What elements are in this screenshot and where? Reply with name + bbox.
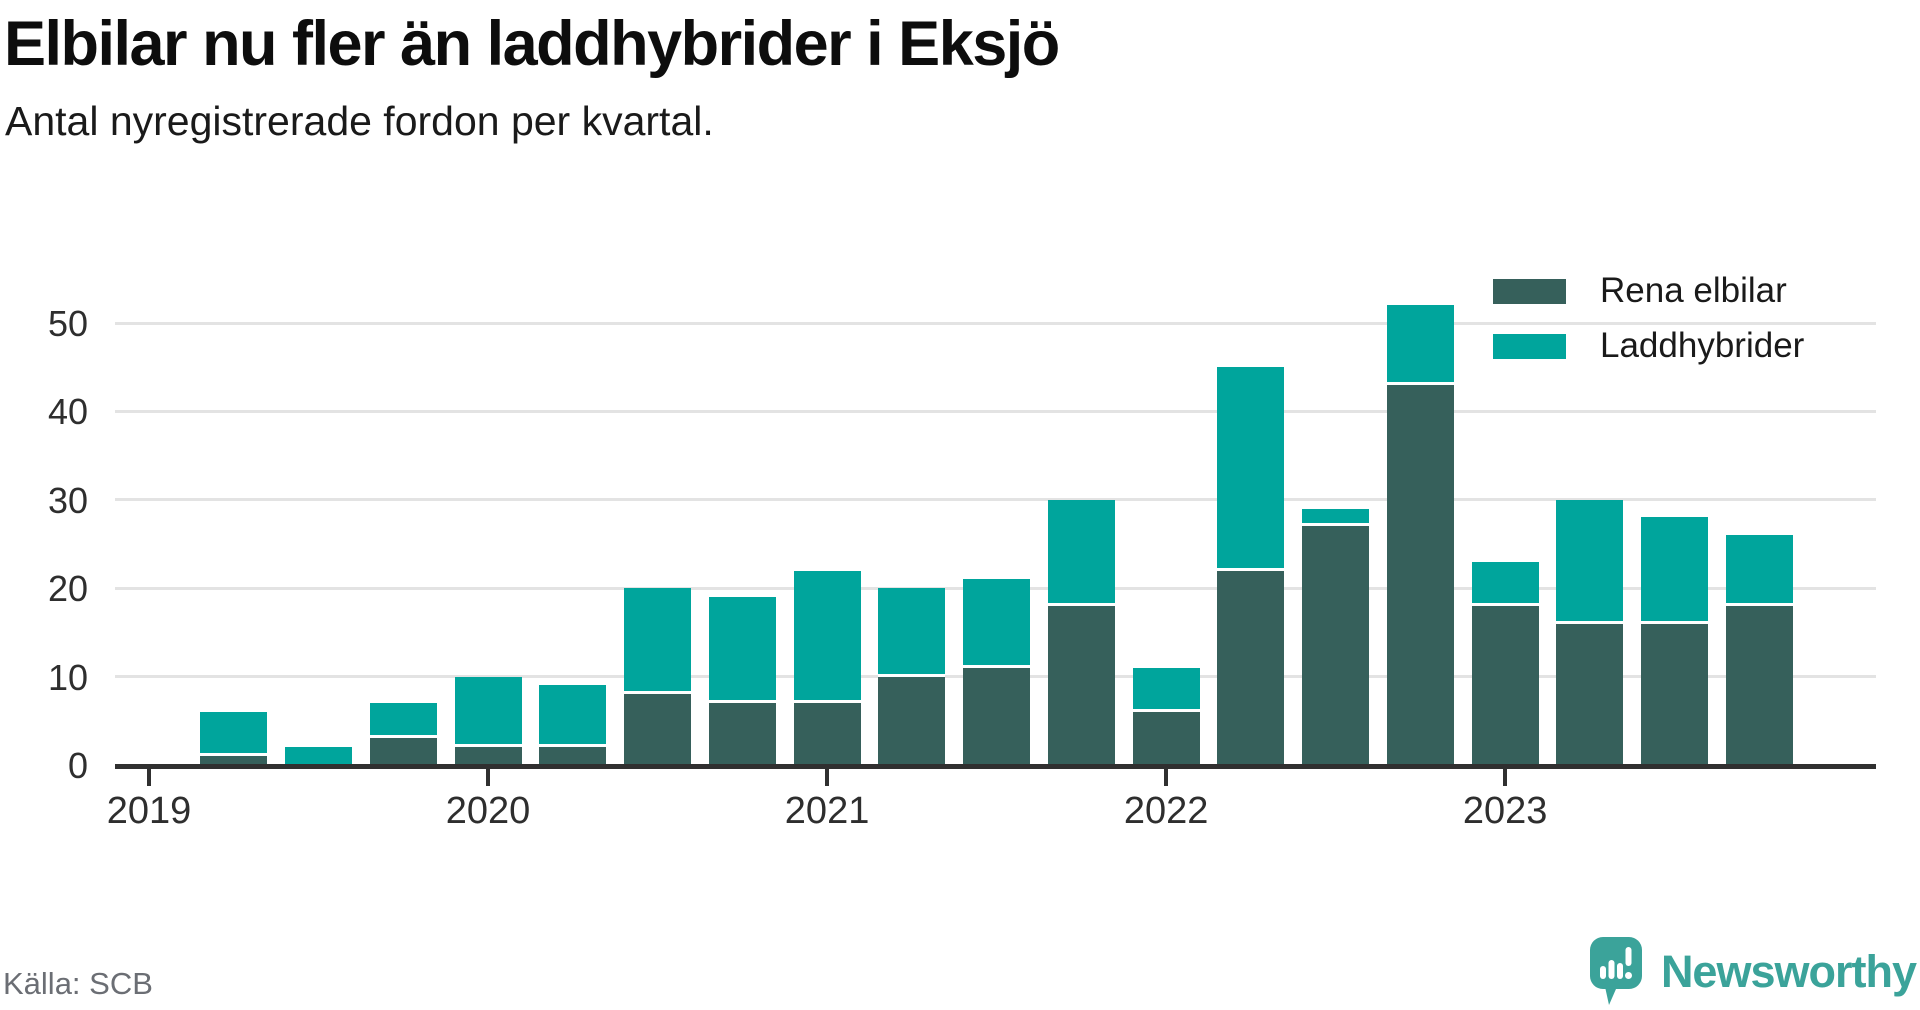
newsworthy-chart-bubble-icon <box>1589 937 1642 1005</box>
bar-2023-q3 <box>1641 517 1709 765</box>
bar-segment-laddhybrider <box>200 711 268 757</box>
newsworthy-logo: Newsworthy <box>1589 936 1917 1008</box>
bar-segment-laddhybrider <box>1725 535 1793 606</box>
bar-2021-q2 <box>878 588 946 765</box>
bar-2022-q4 <box>1386 305 1454 765</box>
x-tick-2021 <box>825 769 830 786</box>
bar-segment-laddhybrider <box>1132 667 1200 712</box>
bar-segment-rena-elbilar <box>1725 605 1793 765</box>
bar-segment-rena-elbilar <box>369 738 437 765</box>
exclamation-dot <box>1624 972 1632 979</box>
bar-segment-laddhybrider <box>539 685 607 748</box>
exclamation-stem <box>1625 947 1632 966</box>
bar-segment-laddhybrider <box>1047 499 1115 606</box>
bar-2019-q4 <box>369 703 437 765</box>
bar-segment-laddhybrider <box>1217 367 1285 571</box>
y-axis-label-30: 30 <box>47 479 88 521</box>
legend-item-rena-elbilar: Rena elbilar <box>1493 271 1787 310</box>
bar-2022-q1 <box>1132 667 1200 765</box>
bar-segment-laddhybrider <box>1302 508 1370 527</box>
x-tick-2023 <box>1503 769 1508 786</box>
x-axis-label-2021: 2021 <box>784 790 870 832</box>
x-axis-label-2020: 2020 <box>445 790 531 832</box>
bar-segment-laddhybrider <box>1386 305 1454 385</box>
bar-2020-q2 <box>539 685 607 765</box>
x-tick-2022 <box>1164 769 1169 786</box>
bar-segment-rena-elbilar <box>454 747 522 765</box>
bar-glyph-1 <box>1599 966 1606 979</box>
legend-label-rena-elbilar: Rena elbilar <box>1600 271 1787 310</box>
legend-item-laddhybrider: Laddhybrider <box>1493 326 1804 365</box>
bar-segment-rena-elbilar <box>539 747 607 765</box>
page-title: Elbilar nu fler än laddhybrider i Eksjö <box>4 9 1060 79</box>
legend-label-laddhybrider: Laddhybrider <box>1600 326 1805 365</box>
bar-segment-rena-elbilar <box>1641 623 1709 765</box>
bubble-shape <box>1589 937 1642 1005</box>
bar-2021-q1 <box>793 570 861 765</box>
bar-segment-rena-elbilar <box>1386 384 1454 765</box>
bar-glyph-2 <box>1608 960 1615 979</box>
bar-2020-q1 <box>454 676 522 765</box>
bar-segment-rena-elbilar <box>1217 570 1285 765</box>
legend-swatch-rena-elbilar <box>1493 278 1566 304</box>
bar-segment-laddhybrider <box>369 703 437 739</box>
bar-segment-laddhybrider <box>624 588 692 695</box>
bar-segment-rena-elbilar <box>963 667 1031 765</box>
bar-segment-rena-elbilar <box>1047 605 1115 765</box>
y-axis-label-20: 20 <box>47 568 88 610</box>
gridline-50 <box>115 321 1876 325</box>
bar-segment-laddhybrider <box>963 579 1031 668</box>
bar-2020-q4 <box>708 597 776 765</box>
bar-2019-q3 <box>285 747 353 765</box>
bar-2021-q4 <box>1047 499 1115 765</box>
bar-segment-rena-elbilar <box>1302 526 1370 765</box>
bar-segment-rena-elbilar <box>1132 711 1200 765</box>
x-axis-label-2022: 2022 <box>1123 790 1209 832</box>
x-axis-label-2023: 2023 <box>1462 790 1548 832</box>
bar-2023-q1 <box>1471 561 1539 765</box>
bar-segment-laddhybrider <box>878 588 946 677</box>
gridline-40 <box>115 409 1876 413</box>
bar-glyph-3 <box>1616 963 1623 979</box>
y-axis-label-40: 40 <box>47 391 88 433</box>
legend-swatch-laddhybrider <box>1493 333 1566 359</box>
y-axis-label-0: 0 <box>67 745 88 786</box>
bar-segment-rena-elbilar <box>1471 605 1539 765</box>
bar-2021-q3 <box>963 579 1031 765</box>
bar-segment-laddhybrider <box>793 570 861 704</box>
bar-segment-rena-elbilar <box>708 703 776 765</box>
bar-2023-q2 <box>1556 499 1624 765</box>
bar-segment-laddhybrider <box>285 747 353 765</box>
newsworthy-wordmark: Newsworthy <box>1660 946 1917 997</box>
x-axis-label-2019: 2019 <box>106 790 192 832</box>
x-axis-line <box>115 764 1876 769</box>
bar-2022-q3 <box>1302 508 1370 765</box>
bar-2022-q2 <box>1217 367 1285 765</box>
bar-segment-laddhybrider <box>1471 561 1539 606</box>
bar-segment-rena-elbilar <box>200 756 268 765</box>
gridline-30 <box>115 498 1876 502</box>
bar-segment-rena-elbilar <box>1556 623 1624 765</box>
bar-segment-laddhybrider <box>708 597 776 704</box>
y-axis-label-50: 50 <box>47 303 88 344</box>
page-subtitle: Antal nyregistrerade fordon per kvartal. <box>5 98 714 144</box>
x-tick-2019 <box>147 769 151 786</box>
x-tick-2020 <box>486 769 491 786</box>
bar-2020-q3 <box>624 588 692 765</box>
source-note: Källa: SCB <box>3 966 153 1001</box>
bar-segment-laddhybrider <box>454 676 522 748</box>
bar-segment-laddhybrider <box>1641 517 1709 624</box>
bar-segment-laddhybrider <box>1556 499 1624 624</box>
bar-segment-rena-elbilar <box>624 694 692 765</box>
y-axis-label-10: 10 <box>47 656 88 698</box>
bar-segment-rena-elbilar <box>793 703 861 765</box>
bar-2019-q2 <box>200 711 268 765</box>
bar-segment-rena-elbilar <box>878 676 946 765</box>
bar-2023-q4 <box>1725 535 1793 765</box>
